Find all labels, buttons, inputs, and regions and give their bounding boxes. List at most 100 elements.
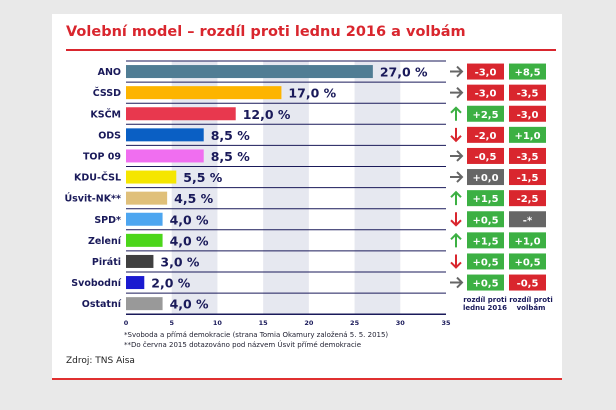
value-label: 5,5 % bbox=[183, 170, 222, 185]
bar-SPD* bbox=[126, 212, 163, 226]
diff-value: +1,5 bbox=[472, 236, 498, 247]
x-tick-label: 35 bbox=[441, 319, 451, 327]
x-tick-label: 10 bbox=[213, 319, 223, 327]
value-label: 2,0 % bbox=[151, 276, 190, 291]
header-diff-jan: rozdíl proti lednu 2016 bbox=[462, 296, 508, 312]
x-tick-label: 15 bbox=[259, 319, 269, 327]
diff-value: +0,5 bbox=[472, 215, 498, 226]
diff-election-badge bbox=[509, 126, 546, 143]
trend-up-icon bbox=[450, 190, 462, 206]
value-label: 4,0 % bbox=[170, 233, 209, 248]
category-label: KSČM bbox=[90, 108, 121, 120]
diff-election-badge bbox=[509, 63, 546, 80]
trend-down-icon bbox=[450, 212, 462, 227]
value-label: 4,0 % bbox=[170, 212, 209, 227]
diff-jan-badge bbox=[467, 169, 504, 186]
diff-jan-badge bbox=[467, 232, 504, 249]
diff-value: +0,5 bbox=[472, 279, 498, 290]
diff-jan-badge bbox=[467, 105, 504, 122]
bar-KDU-ČSL bbox=[126, 170, 177, 184]
diff-election-badge bbox=[509, 190, 546, 207]
diff-value: +2,5 bbox=[472, 110, 498, 121]
value-label: 27,0 % bbox=[380, 65, 428, 80]
trend-down-icon bbox=[450, 127, 462, 143]
diff-jan-badge bbox=[467, 84, 504, 101]
diff-value: -0,5 bbox=[475, 152, 497, 163]
title-divider bbox=[66, 49, 556, 51]
footnote-2: **Do června 2015 dotazováno pod názvem Ú… bbox=[124, 341, 362, 349]
diff-value: -* bbox=[523, 215, 533, 226]
bar-Ostatní bbox=[126, 297, 163, 311]
value-label: 4,0 % bbox=[170, 297, 209, 312]
bar-Svobodní bbox=[126, 276, 145, 290]
trend-up-icon bbox=[450, 232, 462, 248]
diff-election-badge bbox=[509, 169, 546, 186]
bar-ANO bbox=[126, 65, 373, 79]
diff-value: -0,5 bbox=[517, 279, 539, 290]
trend-up-icon bbox=[450, 106, 462, 121]
diff-value: +1,0 bbox=[514, 236, 540, 247]
value-label: 8,5 % bbox=[211, 128, 250, 143]
diff-jan-badge bbox=[467, 147, 504, 164]
diff-value: +0,5 bbox=[472, 257, 498, 268]
diff-jan-badge bbox=[467, 211, 504, 228]
category-label: SPD* bbox=[94, 215, 121, 226]
diff-jan-badge bbox=[467, 274, 504, 291]
x-tick-label: 25 bbox=[350, 319, 360, 327]
category-label: KDU-ČSL bbox=[74, 172, 121, 184]
category-label: ČSSD bbox=[93, 87, 121, 99]
diff-value: +0,0 bbox=[472, 173, 498, 184]
diff-election-badge bbox=[509, 105, 546, 122]
diff-value: -3,5 bbox=[517, 152, 539, 163]
diff-value: +1,0 bbox=[514, 131, 540, 142]
diff-jan-badge bbox=[467, 253, 504, 270]
bar-Úsvit-NK** bbox=[126, 191, 168, 205]
bar-Zelení bbox=[126, 233, 163, 247]
trend-right-icon bbox=[450, 150, 464, 162]
diff-value: -3,0 bbox=[475, 68, 497, 79]
diff-election-badge bbox=[509, 211, 546, 228]
diff-value: -3,0 bbox=[517, 110, 539, 121]
diff-value: +8,5 bbox=[514, 68, 540, 79]
x-tick-label: 20 bbox=[304, 319, 314, 327]
diff-jan-badge bbox=[467, 190, 504, 207]
diff-election-badge bbox=[509, 232, 546, 249]
diff-value: -1,5 bbox=[517, 173, 539, 184]
value-label: 12,0 % bbox=[243, 107, 291, 122]
trend-right-icon bbox=[450, 86, 464, 99]
category-label: ODS bbox=[98, 130, 121, 141]
diff-value: +1,5 bbox=[472, 194, 498, 205]
category-label: Ostatní bbox=[82, 299, 122, 310]
x-tick-label: 0 bbox=[124, 319, 129, 327]
header-diff-election: rozdíl proti volbám bbox=[509, 296, 553, 312]
trend-right-icon bbox=[450, 65, 464, 78]
diff-election-badge bbox=[509, 84, 546, 101]
bar-KSČM bbox=[126, 107, 236, 121]
diff-election-badge bbox=[509, 253, 546, 270]
trend-right-icon bbox=[450, 171, 464, 183]
category-label: TOP 09 bbox=[83, 151, 121, 162]
category-label: Zelení bbox=[88, 236, 122, 247]
footnote-1: *Svoboda a přímá demokracie (strana Tomi… bbox=[124, 331, 389, 339]
diff-value: -3,5 bbox=[517, 89, 539, 100]
source: Zdroj: TNS Aisa bbox=[66, 356, 135, 366]
value-label: 4,5 % bbox=[174, 191, 213, 206]
value-label: 3,0 % bbox=[160, 254, 199, 269]
diff-jan-badge bbox=[467, 63, 504, 80]
category-label: Piráti bbox=[92, 257, 121, 268]
bar-ODS bbox=[126, 128, 204, 142]
bar-ČSSD bbox=[126, 86, 282, 100]
value-label: 8,5 % bbox=[211, 149, 250, 164]
diff-election-badge bbox=[509, 274, 546, 291]
diff-election-badge bbox=[509, 147, 546, 164]
diff-value: -2,0 bbox=[475, 131, 497, 142]
category-label: ANO bbox=[98, 67, 121, 78]
bar-TOP 09 bbox=[126, 149, 204, 163]
x-tick-label: 30 bbox=[396, 319, 406, 327]
chart-title: Volební model – rozdíl proti lednu 2016 … bbox=[66, 24, 466, 40]
diff-value: -2,5 bbox=[517, 194, 539, 205]
diff-jan-badge bbox=[467, 126, 504, 143]
value-label: 17,0 % bbox=[288, 86, 336, 101]
trend-down-icon bbox=[450, 254, 462, 269]
